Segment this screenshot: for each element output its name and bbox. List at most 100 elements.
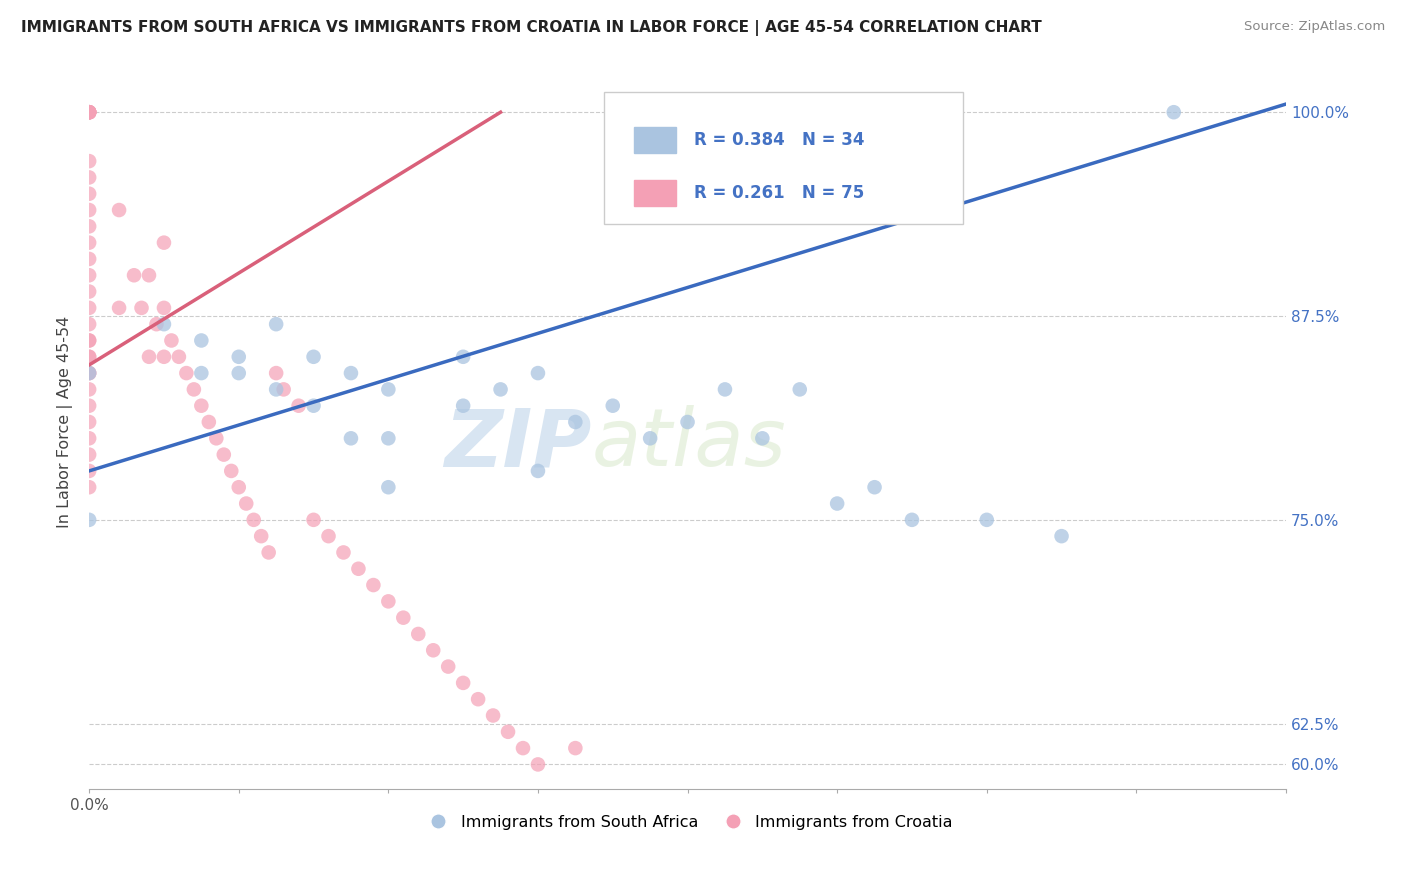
Point [167,350,190,364]
Point [318,529,340,543]
Point [77,252,100,266]
Point [302,350,325,364]
Point [242,513,264,527]
Point [77,105,100,120]
Point [602,399,624,413]
Point [77,366,100,380]
Point [77,464,100,478]
Point [77,105,100,120]
Point [77,235,100,250]
Point [825,496,848,510]
Text: R = 0.384   N = 34: R = 0.384 N = 34 [693,131,865,149]
Point [564,415,586,429]
Point [512,741,534,756]
Point [77,285,100,299]
Point [302,513,325,527]
Point [77,219,100,234]
Point [302,399,325,413]
Point [976,513,998,527]
Point [77,415,100,429]
Point [451,350,474,364]
Text: atlas: atlas [592,405,786,483]
Point [138,350,160,364]
Point [228,350,250,364]
Point [638,431,661,445]
Point [122,268,145,283]
Point [77,105,100,120]
Point [347,562,370,576]
Point [153,235,176,250]
Point [496,724,519,739]
Point [77,399,100,413]
FancyBboxPatch shape [603,92,963,224]
Point [77,105,100,120]
Point [714,383,737,397]
Point [190,399,212,413]
Point [392,610,415,624]
Point [77,334,100,348]
Point [377,431,399,445]
Text: IMMIGRANTS FROM SOUTH AFRICA VS IMMIGRANTS FROM CROATIA IN LABOR FORCE | AGE 45-: IMMIGRANTS FROM SOUTH AFRICA VS IMMIGRAN… [21,20,1042,36]
Point [77,186,100,201]
Legend: Immigrants from South Africa, Immigrants from Croatia: Immigrants from South Africa, Immigrants… [416,808,959,836]
Point [77,105,100,120]
Point [77,317,100,331]
Point [77,431,100,445]
Point [264,366,287,380]
Text: ZIP: ZIP [444,405,592,483]
Point [153,350,176,364]
Point [77,334,100,348]
Point [77,480,100,494]
Point [273,383,295,397]
Point [340,366,363,380]
Point [205,431,228,445]
Point [77,383,100,397]
Point [77,350,100,364]
Point [228,366,250,380]
Point [190,334,212,348]
Point [863,480,886,494]
Point [527,366,550,380]
Point [676,415,699,429]
Point [138,268,160,283]
Point [467,692,489,706]
Point [153,317,176,331]
Point [77,105,100,120]
Point [377,383,399,397]
Point [77,105,100,120]
Point [77,268,100,283]
Point [257,545,280,559]
Text: R = 0.261   N = 75: R = 0.261 N = 75 [693,184,863,202]
Point [153,301,176,315]
Point [77,170,100,185]
Point [489,383,512,397]
Point [77,202,100,217]
Point [198,415,221,429]
Point [77,513,100,527]
Point [451,399,474,413]
Point [235,496,257,510]
Point [751,431,773,445]
Point [377,480,399,494]
Point [332,545,354,559]
Point [108,202,131,217]
Point [176,366,198,380]
Point [160,334,183,348]
Point [77,350,100,364]
Point [451,676,474,690]
Point [340,431,363,445]
Point [422,643,444,657]
Point [527,464,550,478]
Point [287,399,309,413]
Point [77,154,100,169]
Point [190,366,212,380]
Point [77,301,100,315]
Point [77,366,100,380]
Point [1163,105,1185,120]
Text: Source: ZipAtlas.com: Source: ZipAtlas.com [1244,20,1385,33]
Point [77,448,100,462]
Point [77,366,100,380]
Point [131,301,153,315]
Point [212,448,235,462]
FancyBboxPatch shape [634,128,676,153]
